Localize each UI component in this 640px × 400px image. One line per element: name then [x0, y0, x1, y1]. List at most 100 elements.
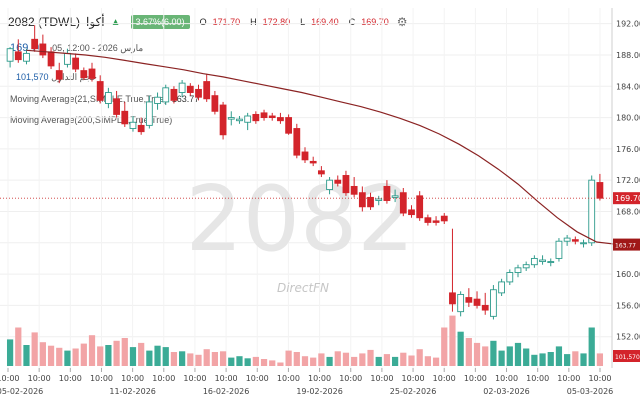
candle-body: [121, 110, 129, 125]
ma21-label: Moving Average(21,SIMPLE,True,True): [10, 94, 168, 104]
candle-body: [539, 259, 546, 263]
volume-bar: [383, 354, 391, 366]
candle-body: [547, 261, 555, 264]
candle-body: [498, 281, 506, 294]
volume-bar: [506, 346, 513, 366]
x-time-label: 10:00: [464, 374, 487, 383]
x-time-label: 10:00: [121, 374, 144, 383]
candle-body: [588, 179, 596, 244]
volume-bar: [162, 347, 169, 366]
volume-bar: [228, 357, 235, 366]
candle-body: [342, 175, 350, 194]
x-time-label: 10:00: [152, 374, 175, 383]
x-time-label: 10:00: [526, 374, 549, 383]
volume-bar: [498, 350, 505, 366]
x-time-label: 10:00: [0, 374, 20, 383]
volume-overlay: حجم التداول 101,570: [10, 72, 97, 83]
volume-bar: [367, 349, 374, 366]
volume-bar: [113, 340, 120, 366]
volume-bar: [342, 352, 350, 366]
volume-bar: [6, 339, 14, 366]
ma21-value: 163.77: [171, 94, 200, 104]
ma200-overlay: Moving Average(200,SIMPLE,True,True): [10, 115, 172, 125]
candle-body: [555, 240, 563, 259]
volume-bar: [260, 359, 268, 366]
candle-body: [72, 57, 80, 70]
x-time-label: 10:00: [59, 374, 82, 383]
candle-body: [23, 52, 30, 62]
candle-body: [55, 70, 63, 80]
volume-tag: 101,570: [615, 354, 640, 361]
candle-body: [252, 113, 260, 122]
volume-bar: [170, 352, 178, 366]
candle-body: [596, 182, 604, 199]
volume-value: 101,570: [16, 72, 49, 82]
candle-body: [326, 179, 333, 191]
candle-body: [47, 51, 55, 67]
volume-bar: [391, 356, 399, 366]
volume-bar: [72, 348, 79, 366]
x-time-label: 10:00: [277, 374, 300, 383]
x-time-label: 10:00: [215, 374, 238, 383]
y-tick-label: 168.00: [616, 207, 640, 216]
candle-body: [580, 242, 587, 245]
volume-bar: [408, 355, 415, 366]
candle-body: [350, 185, 358, 195]
candle-body: [530, 257, 538, 266]
candle-body: [358, 192, 366, 208]
candle-body: [137, 124, 145, 133]
candle-body: [113, 98, 120, 115]
candle-body: [80, 70, 88, 79]
candle-body: [195, 88, 202, 98]
x-time-label: 10:00: [308, 374, 331, 383]
gear-icon[interactable]: ⚙: [396, 15, 408, 29]
y-tick-label: 172.00: [616, 176, 640, 185]
volume-bar: [121, 338, 128, 366]
candle-body: [236, 118, 243, 122]
volume-bar: [596, 353, 604, 366]
volume-bar: [432, 357, 440, 366]
candle-body: [6, 48, 14, 62]
volume-bar: [351, 356, 358, 366]
volume-bar: [531, 354, 538, 366]
candle-body: [227, 117, 235, 120]
volume-bars: [6, 315, 604, 366]
volume-bar: [154, 345, 161, 366]
x-axis: 10:00 10:00 10:00 10:00 10:00 10:00 10:00 10:00…: [0, 368, 613, 396]
volume-bar: [473, 342, 481, 366]
candle-body: [31, 38, 39, 50]
candle-body: [522, 264, 530, 269]
volume-bar: [400, 352, 407, 366]
volume-bar: [441, 327, 448, 366]
y-tick-label: 192.00: [616, 20, 640, 29]
volume-bar: [88, 335, 96, 366]
volume-bar: [269, 360, 276, 366]
volume-bar: [195, 354, 202, 366]
candle-body: [154, 96, 161, 104]
volume-bar: [138, 342, 145, 366]
up-arrow-icon: ▲: [110, 16, 121, 28]
candle-body: [162, 87, 170, 103]
volume-bar: [105, 345, 112, 366]
candle-body: [514, 267, 522, 273]
candle-body: [96, 81, 104, 101]
volume-bar: [285, 350, 292, 366]
candle-body: [334, 179, 342, 184]
x-time-label: 10:00: [402, 374, 425, 383]
volume-bar: [564, 354, 571, 366]
ma-tag-bg: [613, 238, 640, 251]
open-label: O: [199, 17, 207, 27]
volume-bar: [179, 351, 186, 366]
volume-bar: [293, 352, 300, 366]
volume-bar: [236, 356, 243, 366]
volume-bar: [203, 349, 210, 366]
volume-bar: [146, 350, 153, 366]
candle-body: [88, 68, 96, 79]
candle-body: [178, 82, 186, 93]
stock-name: أكوا: [86, 15, 105, 29]
low-value: 169.40: [311, 17, 339, 27]
y-tick-label: 176.00: [616, 145, 640, 154]
candle-body: [563, 237, 571, 242]
volume-bar: [555, 346, 563, 366]
